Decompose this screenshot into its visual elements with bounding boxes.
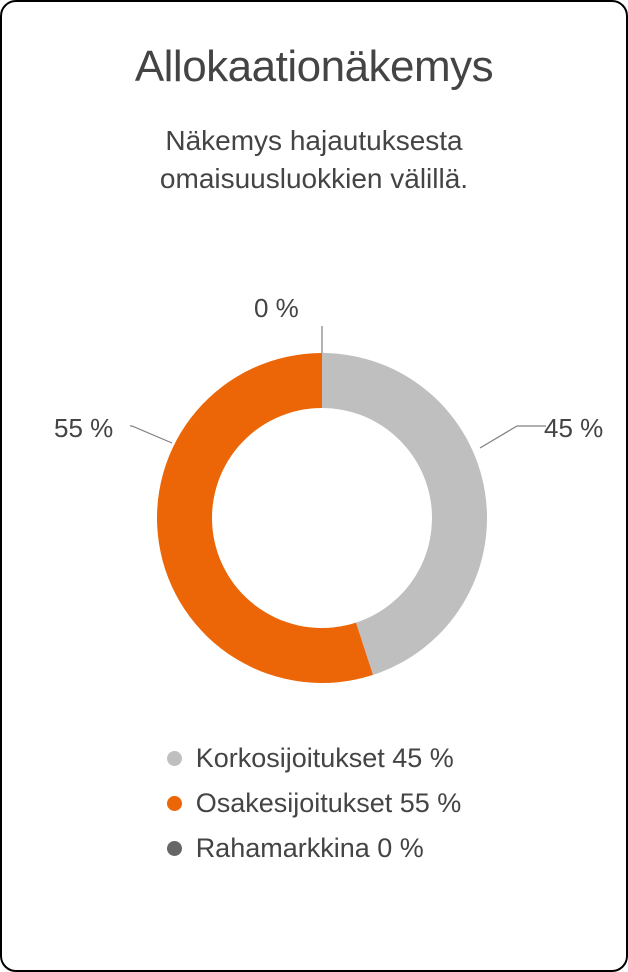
slice-label-korko: 45 %	[544, 413, 603, 444]
card-title: Allokaationäkemys	[135, 42, 493, 92]
legend: Korkosijoitukset 45 % Osakesijoitukset 5…	[167, 743, 462, 864]
slice-label-raha: 0 %	[254, 293, 299, 324]
slice-label-osake: 55 %	[54, 413, 113, 444]
leader-line-osake	[130, 426, 172, 443]
leader-line-korko	[480, 426, 546, 448]
subtitle-line-1: Näkemys hajautuksesta	[165, 125, 462, 156]
legend-text: Osakesijoitukset 55 %	[196, 788, 462, 819]
legend-dot-icon	[167, 751, 182, 766]
subtitle-line-2: omaisuusluokkien välillä.	[160, 163, 468, 194]
donut-chart: 45 % 55 % 0 %	[22, 223, 606, 733]
legend-item-raha: Rahamarkkina 0 %	[167, 833, 424, 864]
donut-svg	[22, 238, 606, 718]
legend-text: Korkosijoitukset 45 %	[196, 743, 454, 774]
allocation-card: Allokaationäkemys Näkemys hajautuksesta …	[0, 0, 628, 972]
legend-dot-icon	[167, 841, 182, 856]
legend-item-osake: Osakesijoitukset 55 %	[167, 788, 462, 819]
legend-item-korko: Korkosijoitukset 45 %	[167, 743, 454, 774]
card-subtitle: Näkemys hajautuksesta omaisuusluokkien v…	[160, 122, 468, 198]
legend-text: Rahamarkkina 0 %	[196, 833, 424, 864]
legend-dot-icon	[167, 796, 182, 811]
